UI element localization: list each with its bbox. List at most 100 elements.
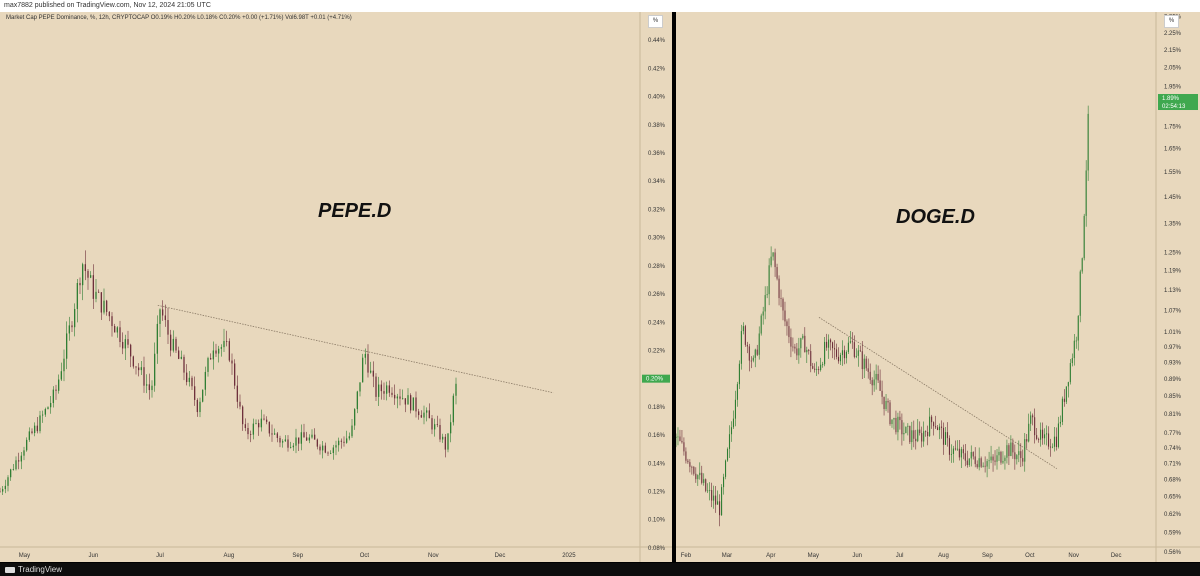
candle-body[interactable] <box>752 357 754 361</box>
candle-body[interactable] <box>143 367 145 386</box>
candle-body[interactable] <box>893 417 895 420</box>
candle-body[interactable] <box>962 449 964 454</box>
candle-body[interactable] <box>1047 433 1050 447</box>
candle-body[interactable] <box>303 432 305 438</box>
candle-body[interactable] <box>998 451 1000 456</box>
candle-body[interactable] <box>970 452 972 459</box>
candle-body[interactable] <box>988 460 990 462</box>
candle-body[interactable] <box>1087 113 1089 171</box>
candle-body[interactable] <box>1045 433 1048 435</box>
candle-body[interactable] <box>869 371 871 381</box>
candle-body[interactable] <box>748 346 750 361</box>
candle-body[interactable] <box>1055 436 1058 448</box>
candle-body[interactable] <box>937 427 939 431</box>
candle-body[interactable] <box>756 349 758 355</box>
candle-body[interactable] <box>726 448 729 461</box>
candle-body[interactable] <box>335 445 337 448</box>
candle-body[interactable] <box>26 439 28 451</box>
candle-body[interactable] <box>191 377 193 387</box>
candle-body[interactable] <box>324 445 326 453</box>
candle-body[interactable] <box>255 423 257 424</box>
candle-body[interactable] <box>383 391 385 394</box>
candle-body[interactable] <box>119 327 121 343</box>
candle-body[interactable] <box>754 349 756 358</box>
candle-body[interactable] <box>300 432 302 444</box>
candle-body[interactable] <box>47 407 49 410</box>
candle-body[interactable] <box>879 380 881 391</box>
candle-body[interactable] <box>252 423 254 435</box>
candle-body[interactable] <box>1065 386 1067 402</box>
candle-body[interactable] <box>402 398 404 400</box>
candle-body[interactable] <box>1020 451 1022 459</box>
candle-body[interactable] <box>1057 423 1059 448</box>
candle-body[interactable] <box>15 460 17 470</box>
candle-body[interactable] <box>346 438 348 443</box>
tradingview-logo[interactable]: TradingView <box>5 563 62 576</box>
candle-body[interactable] <box>762 311 764 316</box>
candle-body[interactable] <box>122 342 124 349</box>
candle-body[interactable] <box>266 419 268 422</box>
candle-body[interactable] <box>790 337 792 347</box>
candle-body[interactable] <box>354 409 356 426</box>
candle-body[interactable] <box>375 376 377 397</box>
candle-body[interactable] <box>835 349 838 357</box>
candle-body[interactable] <box>436 424 438 426</box>
candle-body[interactable] <box>378 384 380 397</box>
candle-body[interactable] <box>442 436 444 440</box>
candle-body[interactable] <box>683 442 685 452</box>
candle-body[interactable] <box>693 466 695 474</box>
candle-body[interactable] <box>911 430 913 443</box>
candle-body[interactable] <box>178 350 180 359</box>
candle-body[interactable] <box>396 396 398 399</box>
candle-body[interactable] <box>204 371 206 390</box>
candle-body[interactable] <box>717 501 719 505</box>
candle-body[interactable] <box>42 414 44 416</box>
candle-body[interactable] <box>455 383 457 396</box>
candle-body[interactable] <box>822 364 824 366</box>
candle-body[interactable] <box>199 401 201 413</box>
candle-body[interactable] <box>226 340 228 342</box>
candle-body[interactable] <box>279 437 281 443</box>
candle-body[interactable] <box>833 348 836 350</box>
candle-body[interactable] <box>407 395 409 405</box>
candle-body[interactable] <box>800 338 802 349</box>
pepe-chart-canvas[interactable]: 0.44% 0.42% 0.40% 0.38% 0.36% 0.34% 0.32% 0.30%… <box>0 12 672 562</box>
candle-body[interactable] <box>18 460 20 462</box>
candle-body[interactable] <box>806 349 808 353</box>
candle-body[interactable] <box>933 422 935 427</box>
candle-body[interactable] <box>1036 435 1038 439</box>
candle-body[interactable] <box>760 315 762 334</box>
candle-body[interactable] <box>676 436 677 438</box>
candle-body[interactable] <box>194 386 196 400</box>
candle-body[interactable] <box>903 432 905 435</box>
candle-body[interactable] <box>154 353 156 386</box>
candle-body[interactable] <box>236 385 238 402</box>
candle-body[interactable] <box>784 310 786 322</box>
candle-body[interactable] <box>861 351 863 370</box>
candle-body[interactable] <box>994 460 996 462</box>
candle-body[interactable] <box>1077 315 1079 341</box>
candle-body[interactable] <box>338 440 340 446</box>
candle-body[interactable] <box>4 485 6 490</box>
candle-body[interactable] <box>1022 458 1024 462</box>
candle-body[interactable] <box>891 419 893 425</box>
candle-body[interactable] <box>148 384 150 391</box>
candle-body[interactable] <box>881 390 883 397</box>
candle-body[interactable] <box>938 426 941 431</box>
candle-body[interactable] <box>167 320 169 335</box>
candle-body[interactable] <box>1079 271 1081 316</box>
candle-body[interactable] <box>885 400 887 410</box>
candle-body[interactable] <box>958 448 960 458</box>
candle-body[interactable] <box>20 455 22 462</box>
candle-body[interactable] <box>322 445 324 451</box>
candle-body[interactable] <box>410 395 412 411</box>
candle-body[interactable] <box>907 425 909 427</box>
candle-body[interactable] <box>788 326 790 338</box>
candle-body[interactable] <box>452 395 454 423</box>
candle-body[interactable] <box>738 363 740 385</box>
candle-body[interactable] <box>116 327 118 333</box>
candle-body[interactable] <box>956 448 958 450</box>
candle-body[interactable] <box>138 367 140 371</box>
candle-body[interactable] <box>415 397 417 412</box>
candle-body[interactable] <box>699 472 701 476</box>
